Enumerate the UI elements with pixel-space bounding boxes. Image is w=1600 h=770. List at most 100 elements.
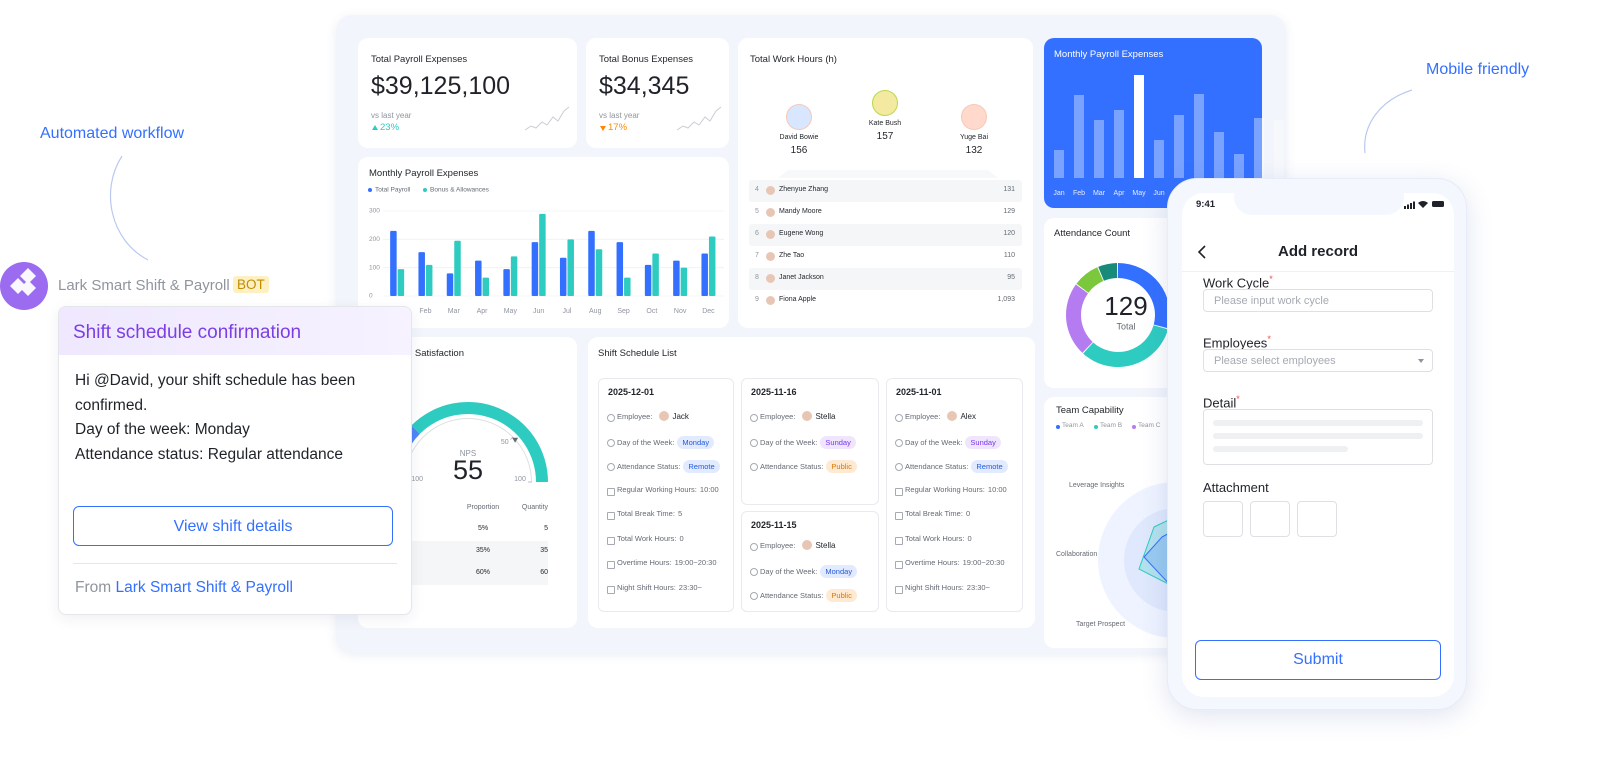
required-mark: * bbox=[1269, 274, 1273, 284]
legend-dot bbox=[423, 188, 427, 192]
input-box[interactable]: Please input work cycle bbox=[1203, 289, 1433, 312]
schedule-card: Shift Schedule List 2025-12-01 Employee: Ja… bbox=[588, 337, 1035, 628]
bar bbox=[1114, 110, 1124, 178]
avatar bbox=[961, 104, 987, 130]
field-icon bbox=[607, 512, 615, 520]
gauge-tick-label: -100 bbox=[409, 476, 423, 483]
field-row: Total Break Time: 5 bbox=[617, 509, 682, 518]
table-cell: 60 bbox=[540, 569, 548, 576]
submit-button[interactable]: Submit bbox=[1195, 640, 1441, 680]
axis-label: Target Prospect bbox=[1076, 621, 1126, 628]
textarea[interactable] bbox=[1203, 409, 1433, 465]
field-label: Total Work Hours: bbox=[617, 533, 677, 543]
field-label: Night Shift Hours: bbox=[617, 582, 676, 592]
y-tick-label: 100 bbox=[369, 264, 380, 271]
bar bbox=[390, 230, 397, 296]
attachment-slot[interactable] bbox=[1203, 501, 1243, 537]
field-row: Day of the Week: Monday bbox=[760, 564, 858, 578]
x-tick-label: Nov bbox=[674, 308, 687, 315]
x-tick-label: May bbox=[504, 308, 518, 315]
bar bbox=[588, 230, 595, 296]
rank-name: Fiona Apple bbox=[779, 296, 816, 303]
field-label: Detail* bbox=[1203, 394, 1240, 410]
field-row: Overtime Hours: 19:00~20:30 bbox=[905, 558, 1005, 567]
attachment-label: Attachment bbox=[1203, 480, 1269, 495]
x-tick-label: Jul bbox=[562, 308, 571, 315]
employee-name: Stella bbox=[815, 411, 836, 421]
status-pill: Sunday bbox=[820, 435, 856, 449]
from-link[interactable]: Lark Smart Shift & Payroll bbox=[115, 579, 293, 596]
bar bbox=[673, 260, 680, 296]
annotation: Automated workflow bbox=[40, 125, 185, 142]
attachment-slot[interactable] bbox=[1297, 501, 1337, 537]
view-button[interactable]: View shift details bbox=[73, 506, 393, 546]
podium-hours: 157 bbox=[876, 131, 894, 142]
field-label: Attendance Status: bbox=[617, 462, 681, 471]
gauge-marker bbox=[512, 437, 519, 443]
gauge-tick-label: 50 bbox=[501, 439, 509, 446]
bot-message: Hi @David, your shift schedule has been … bbox=[75, 369, 375, 468]
schedule-item[interactable]: 2025-11-16 Employee: Stella Day of the Week… bbox=[741, 378, 879, 505]
table-cell: 60% bbox=[475, 569, 490, 576]
kpi-change: 17% bbox=[608, 122, 628, 133]
schedule-item[interactable]: 2025-12-01 Employee: Jack Day of the Week: M… bbox=[598, 378, 734, 612]
bar bbox=[1074, 95, 1084, 178]
avatar bbox=[947, 411, 958, 421]
kpi-compare: vs last year bbox=[599, 111, 640, 120]
bar bbox=[644, 264, 652, 296]
axis-label: Leverage Insights bbox=[1069, 482, 1125, 489]
label-text: Detail bbox=[1203, 395, 1237, 411]
table-cell: 35 bbox=[540, 547, 548, 554]
avatar bbox=[659, 411, 670, 421]
rank: 5 bbox=[755, 208, 759, 215]
donut-segment bbox=[1098, 263, 1118, 281]
field-icon bbox=[895, 438, 903, 447]
field-icon bbox=[895, 536, 903, 545]
bot-card: Shift schedule confirmation Hi @David, yo… bbox=[58, 306, 412, 615]
schedule-item[interactable]: 2025-11-01 Employee: Alex Day of the Week: S… bbox=[886, 378, 1023, 612]
field-icon bbox=[607, 463, 615, 471]
bar bbox=[567, 239, 574, 296]
bar bbox=[454, 240, 461, 296]
field-row: Employee: Alex bbox=[905, 411, 976, 421]
field-icon bbox=[895, 487, 903, 496]
rank: 7 bbox=[755, 252, 759, 259]
card-title: Attendance Count bbox=[1054, 228, 1131, 239]
phone: 9:41 Add record Work Cycle* Please input wo… bbox=[1167, 178, 1467, 710]
bar bbox=[1234, 154, 1244, 178]
bot-card-header bbox=[59, 307, 411, 355]
status-icons bbox=[1404, 201, 1444, 209]
bot-icon-shape bbox=[10, 268, 36, 296]
axis-label: Collaboration bbox=[1056, 551, 1098, 558]
table-cell: 5 bbox=[544, 525, 548, 532]
wifi bbox=[1418, 201, 1428, 208]
bar bbox=[595, 249, 603, 296]
card-title: Team Capability bbox=[1056, 405, 1124, 416]
bar bbox=[559, 257, 567, 296]
bar bbox=[418, 252, 425, 296]
message-line: Attendance status: Regular attendance bbox=[75, 446, 343, 464]
placeholder-line bbox=[1213, 433, 1423, 439]
connector-line bbox=[1364, 89, 1413, 154]
input-box[interactable]: Please select employees bbox=[1203, 349, 1433, 372]
rank: 6 bbox=[755, 230, 759, 237]
bar bbox=[503, 269, 510, 296]
field-row: Day of the Week: Sunday bbox=[905, 435, 1001, 449]
field-row: Attendance Status: Remote bbox=[617, 460, 720, 473]
trend-arrow bbox=[600, 126, 606, 131]
rank: 8 bbox=[755, 274, 759, 281]
attachment-slot[interactable] bbox=[1250, 501, 1290, 537]
podium-shape bbox=[778, 170, 998, 178]
schedule-item[interactable]: 2025-11-15 Employee: Stella Day of the Week… bbox=[741, 511, 879, 612]
y-tick-label: 200 bbox=[369, 236, 380, 243]
bot-icon bbox=[10, 268, 36, 296]
placeholder-line bbox=[1213, 446, 1348, 452]
kpi-value: $39,125,100 bbox=[371, 72, 511, 100]
status-pill: Monday bbox=[820, 564, 858, 578]
label-text: Employees bbox=[1203, 335, 1268, 351]
field-row: Total Work Hours: 0 bbox=[617, 534, 684, 543]
bar bbox=[1194, 94, 1204, 178]
field-icon bbox=[750, 567, 758, 576]
